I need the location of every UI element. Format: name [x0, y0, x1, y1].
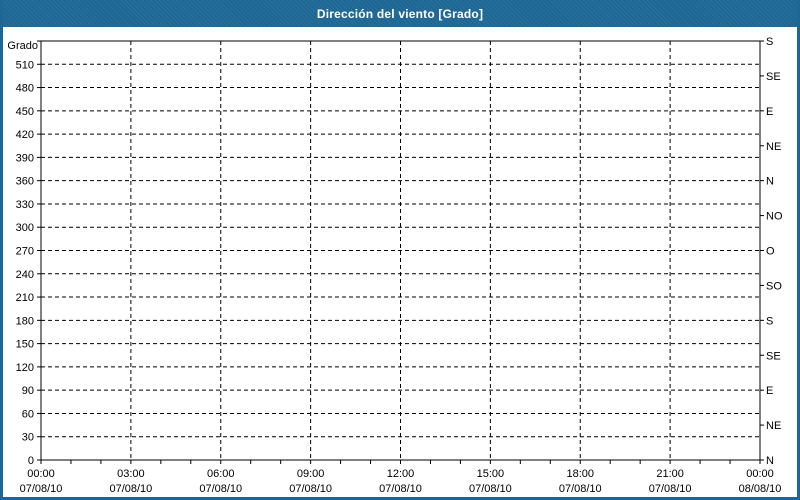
x-tick-date-label: 07/08/10 — [289, 483, 332, 495]
wind-direction-chart: Grado 0 30 60 90 120 150 180 210 240 270 300 330 360 3… — [7, 36, 783, 495]
x-tick-time-label: 06:00 — [207, 468, 235, 480]
wind-direction-label: S — [766, 315, 773, 327]
wind-direction-label: NE — [766, 141, 781, 153]
x-tick-time-label: 00:00 — [746, 468, 774, 480]
wind-direction-label: E — [766, 385, 773, 397]
wind-direction-label: E — [766, 106, 773, 118]
x-tick-date-label: 07/08/10 — [20, 483, 63, 495]
x-tick-date-label: 07/08/10 — [649, 483, 692, 495]
y-tick-label: 270 — [16, 246, 34, 258]
y-tick-label: 360 — [16, 176, 34, 188]
y-tick-label: 120 — [16, 362, 34, 374]
wind-direction-label: SE — [766, 350, 781, 362]
y-axis-title: Grado — [7, 40, 38, 52]
x-tick-time-label: 18:00 — [566, 468, 594, 480]
x-tick-date-label: 07/08/10 — [469, 483, 512, 495]
wind-direction-label: N — [766, 455, 774, 467]
x-tick-date-label: 07/08/10 — [109, 483, 152, 495]
y-tick-label: 300 — [16, 222, 34, 234]
y-tick-label: 60 — [22, 408, 34, 420]
y-tick-label: 210 — [16, 292, 34, 304]
y-tick-label: 330 — [16, 199, 34, 211]
x-tick-date-label: 07/08/10 — [559, 483, 602, 495]
y-tick-label: 180 — [16, 315, 34, 327]
chart-title: Dirección del viento [Grado] — [316, 6, 484, 21]
y-tick-label: 0 — [28, 455, 34, 467]
x-tick-time-label: 12:00 — [387, 468, 415, 480]
wind-direction-label: SO — [766, 280, 782, 292]
y-tick-label: 480 — [16, 83, 34, 95]
wind-direction-label: NO — [766, 211, 783, 223]
y-tick-label: 30 — [22, 432, 34, 444]
x-tick-time-label: 15:00 — [477, 468, 505, 480]
chart-title-bar: Dirección del viento [Grado] — [3, 0, 797, 27]
y-tick-label: 510 — [16, 59, 34, 71]
x-tick-date-label: 07/08/10 — [199, 483, 242, 495]
x-tick-time-label: 03:00 — [117, 468, 145, 480]
chart-area: Grado 0 30 60 90 120 150 180 210 240 270 300 330 360 3… — [3, 27, 797, 497]
wind-direction-label: O — [766, 246, 775, 258]
x-tick-date-label: 08/08/10 — [739, 483, 782, 495]
y-tick-label: 240 — [16, 269, 34, 281]
y-tick-label: 420 — [16, 129, 34, 141]
wind-direction-label: SE — [766, 71, 781, 83]
x-tick-time-label: 21:00 — [656, 468, 684, 480]
wind-direction-label: NE — [766, 420, 781, 432]
y-tick-label: 90 — [22, 385, 34, 397]
x-tick-time-label: 00:00 — [27, 468, 55, 480]
y-tick-label: 150 — [16, 339, 34, 351]
x-tick-time-label: 09:00 — [297, 468, 325, 480]
wind-direction-label: S — [766, 36, 773, 48]
y-tick-label: 450 — [16, 106, 34, 118]
wind-direction-label: N — [766, 176, 774, 188]
x-tick-date-label: 07/08/10 — [379, 483, 422, 495]
y-tick-label: 390 — [16, 152, 34, 164]
